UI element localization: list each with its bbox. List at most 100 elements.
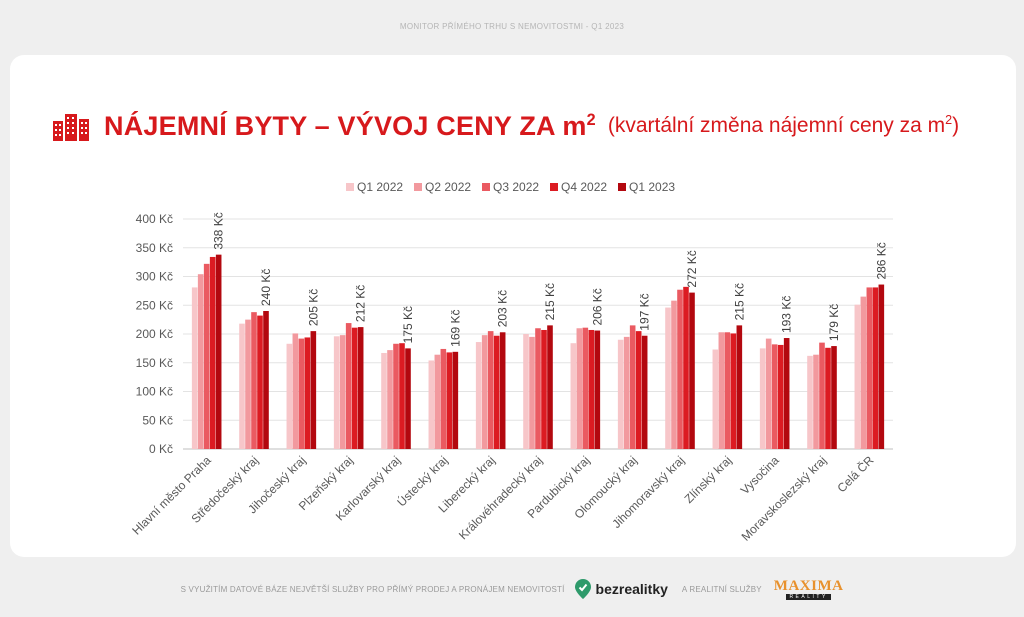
bar [629, 325, 636, 449]
x-tick-label: Vysočina [738, 453, 782, 497]
bar [428, 360, 435, 449]
data-label: 203 Kč [496, 290, 510, 327]
maxima-logo: MAXIMA REALITY [774, 578, 844, 600]
y-tick-label: 150 Kč [136, 356, 173, 370]
x-tick-label: Královéhradecký kraj [456, 453, 545, 542]
data-label: 175 Kč [401, 306, 415, 343]
bar [239, 323, 245, 449]
bar [351, 327, 358, 449]
bar [251, 312, 257, 449]
data-label: 169 Kč [448, 309, 462, 346]
bar [665, 307, 671, 449]
bar [191, 287, 198, 449]
bar [387, 350, 393, 449]
bar [399, 343, 405, 449]
y-tick-label: 350 Kč [136, 241, 173, 255]
bar [712, 349, 719, 449]
footer-text-2: A REALITNÍ SLUŽBY [681, 584, 762, 594]
bar [286, 343, 293, 449]
bar [499, 332, 506, 449]
legend-swatch [482, 183, 490, 191]
bar [541, 329, 547, 449]
data-label: 212 Kč [354, 285, 368, 322]
bar [576, 328, 583, 449]
bar [434, 354, 441, 449]
legend-swatch [550, 183, 558, 191]
y-tick-label: 200 Kč [136, 327, 173, 341]
maxima-sub: REALITY [786, 593, 831, 600]
legend-label: Q1 2023 [629, 180, 675, 194]
bar [588, 329, 595, 449]
y-tick-label: 50 Kč [142, 413, 173, 427]
y-tick-label: 400 Kč [136, 212, 173, 226]
bar [215, 254, 222, 449]
bar [357, 327, 364, 449]
bar [257, 315, 263, 449]
data-label: 286 Kč [874, 242, 888, 279]
bar [689, 292, 695, 449]
legend-swatch [346, 183, 354, 191]
bar [854, 304, 861, 449]
brand-name: bezrealitky [595, 581, 668, 597]
bar [298, 338, 305, 449]
bar [333, 336, 340, 449]
bar [209, 256, 216, 449]
bar [339, 335, 346, 449]
bar [487, 331, 494, 449]
bar [783, 338, 790, 449]
bar [345, 323, 352, 449]
bar [825, 347, 831, 449]
y-tick-label: 100 Kč [136, 385, 173, 399]
data-label: 215 Kč [732, 283, 746, 320]
x-tick-label: Celá ČR [834, 452, 877, 495]
bar [759, 348, 766, 449]
bar [304, 337, 311, 449]
bar [623, 336, 630, 449]
bar [547, 325, 553, 449]
bar [292, 333, 299, 449]
legend-label: Q3 2022 [493, 180, 539, 194]
bar [245, 319, 251, 449]
top-caption: MONITOR PŘÍMÉHO TRHU S NEMOVITOSTMI - Q1… [399, 22, 625, 31]
bar [197, 274, 204, 449]
buildings-icon [53, 114, 89, 141]
y-tick-label: 0 Kč [149, 442, 173, 456]
bar [535, 328, 541, 449]
bar [203, 263, 210, 449]
data-label: 205 Kč [306, 289, 320, 326]
bar [570, 343, 577, 449]
data-label: 179 Kč [827, 304, 841, 341]
bar [807, 355, 813, 449]
bar [310, 331, 317, 449]
content-card [10, 55, 1016, 557]
bar [475, 342, 482, 449]
data-label: 215 Kč [543, 283, 557, 320]
data-label: 272 Kč [685, 250, 699, 287]
bar [777, 344, 784, 449]
bar [683, 286, 689, 449]
page-title: NÁJEMNÍ BYTY – VÝVOJ CENY ZA m2 [104, 110, 596, 141]
bar [771, 344, 778, 449]
bar [635, 331, 642, 449]
bar [765, 338, 772, 449]
footer-text: S VYUŽITÍM DATOVÉ BÁZE NEJVĚTŠÍ SLUŽBY P… [180, 584, 565, 594]
title-row: NÁJEMNÍ BYTY – VÝVOJ CENY ZA m2 (kvartál… [52, 108, 959, 144]
y-tick-label: 300 Kč [136, 270, 173, 284]
bar [724, 332, 731, 449]
bar [493, 335, 500, 449]
data-label: 206 Kč [590, 288, 604, 325]
bar [677, 289, 683, 449]
legend-label: Q1 2022 [357, 180, 403, 194]
bar [730, 333, 737, 449]
bar [405, 348, 411, 449]
data-label: 338 Kč [212, 212, 226, 249]
legend-label: Q2 2022 [425, 180, 471, 194]
bar [481, 335, 488, 449]
bar [860, 296, 867, 449]
y-tick-label: 250 Kč [136, 298, 173, 312]
x-tick-label: Moravskoslezský kraj [739, 453, 830, 544]
bar [872, 287, 879, 449]
x-tick-label: Hlavní město Praha [129, 453, 214, 538]
data-label: 197 Kč [638, 293, 652, 330]
